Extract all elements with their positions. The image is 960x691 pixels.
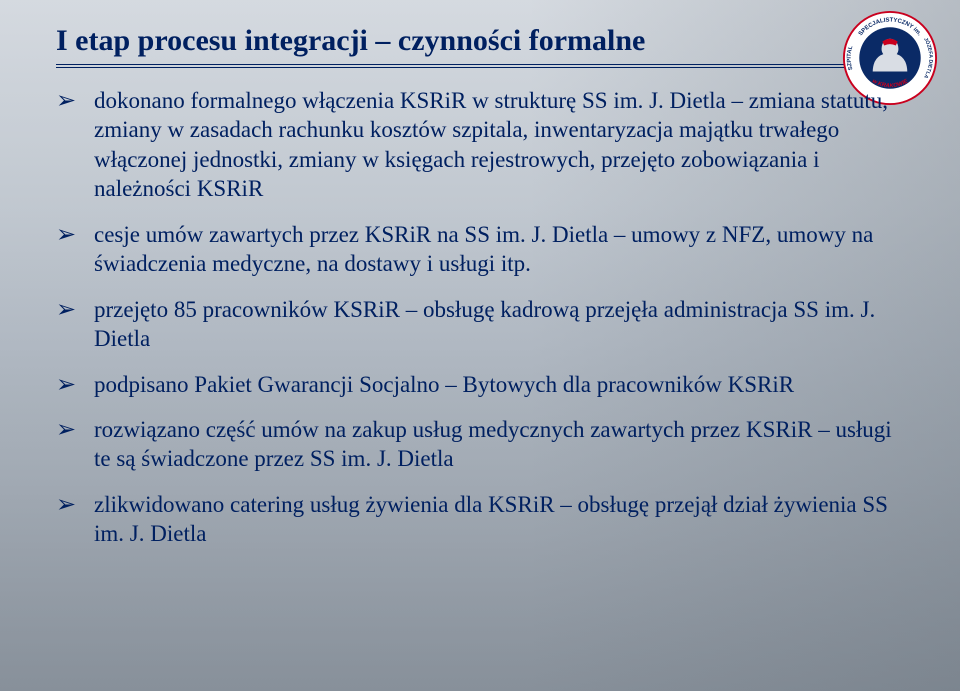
title-underline [56,64,904,68]
slide: I etap procesu integracji – czynności fo… [0,0,960,691]
bullet-text: dokonano formalnego włączenia KSRiR w st… [94,86,894,204]
bullet-list: dokonano formalnego włączenia KSRiR w st… [56,86,904,549]
bullet-text: podpisano Pakiet Gwarancji Socjalno – By… [94,370,894,399]
list-item: cesje umów zawartych przez KSRiR na SS i… [56,220,894,279]
rule-1 [56,64,904,65]
page-title: I etap procesu integracji – czynności fo… [56,24,904,58]
list-item: dokonano formalnego włączenia KSRiR w st… [56,86,894,204]
list-item: zlikwidowano catering usług żywienia dla… [56,490,894,549]
list-item: rozwiązano część umów na zakup usług med… [56,415,894,474]
bullet-text: przejęto 85 pracowników KSRiR – obsługę … [94,295,894,354]
bullet-text: zlikwidowano catering usług żywienia dla… [94,490,894,549]
bullet-text: cesje umów zawartych przez KSRiR na SS i… [94,220,894,279]
list-item: przejęto 85 pracowników KSRiR – obsługę … [56,295,894,354]
list-item: podpisano Pakiet Gwarancji Socjalno – By… [56,370,894,399]
rule-2 [56,67,904,68]
bullet-text: rozwiązano część umów na zakup usług med… [94,415,894,474]
